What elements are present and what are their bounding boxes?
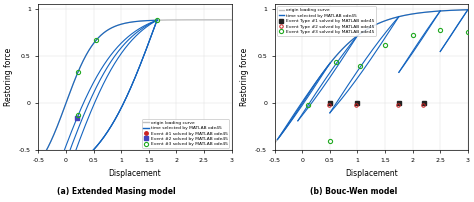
Y-axis label: Restoring force: Restoring force [4, 48, 13, 106]
Legend: origin loading curve, time selected by MATLAB ode45, Event Type #1 solved by MAT: origin loading curve, time selected by M… [277, 6, 376, 36]
Text: (a) Extended Masing model: (a) Extended Masing model [57, 187, 175, 196]
Text: (b) Bouc-Wen model: (b) Bouc-Wen model [310, 187, 397, 196]
X-axis label: Displacement: Displacement [109, 169, 161, 178]
Y-axis label: Restoring force: Restoring force [240, 48, 249, 106]
X-axis label: Displacement: Displacement [345, 169, 398, 178]
Legend: origin loading curve, time selected by MATLAB ode45, Event #1 solved by MATLAB o: origin loading curve, time selected by M… [142, 119, 229, 148]
